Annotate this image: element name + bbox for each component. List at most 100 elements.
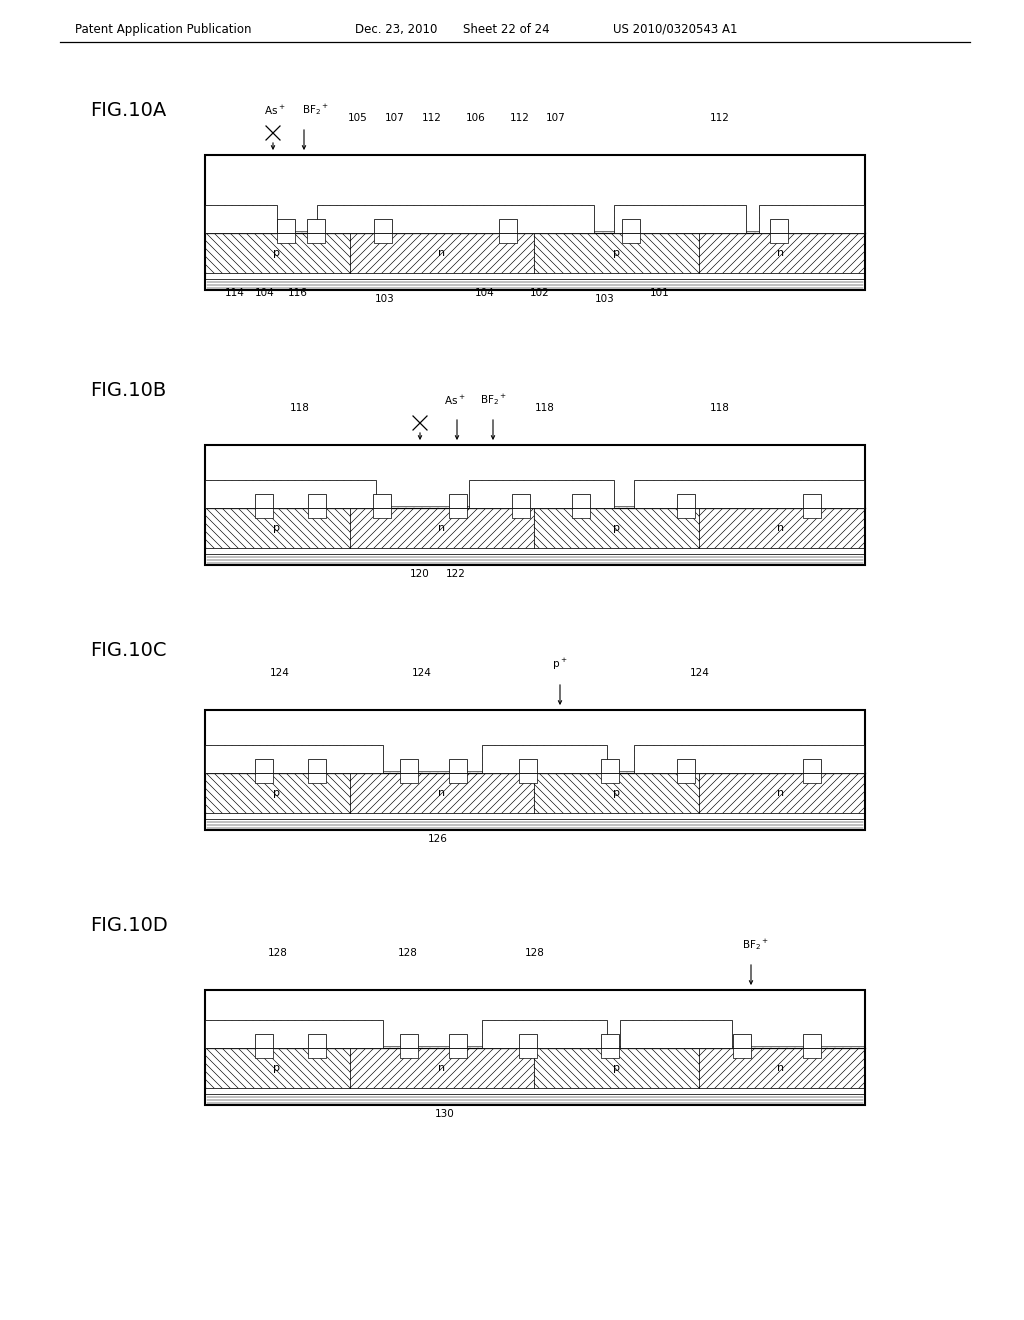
Polygon shape	[205, 710, 865, 830]
Polygon shape	[205, 154, 865, 290]
Polygon shape	[634, 744, 864, 774]
Polygon shape	[677, 494, 695, 508]
Text: 124: 124	[270, 668, 290, 678]
Polygon shape	[634, 480, 864, 508]
Text: 130: 130	[435, 1109, 455, 1119]
Polygon shape	[499, 234, 517, 243]
Polygon shape	[620, 1020, 732, 1048]
Text: 107: 107	[546, 114, 566, 123]
Text: p: p	[273, 1063, 281, 1073]
Polygon shape	[308, 508, 326, 517]
Text: n: n	[777, 1063, 784, 1073]
Text: p: p	[273, 523, 281, 533]
Text: BF$_2$$^+$: BF$_2$$^+$	[479, 392, 507, 407]
Text: 103: 103	[595, 294, 614, 304]
Polygon shape	[278, 234, 295, 243]
Polygon shape	[677, 508, 695, 517]
Polygon shape	[614, 205, 746, 234]
Polygon shape	[308, 494, 326, 508]
Polygon shape	[317, 205, 594, 234]
Text: 118: 118	[710, 403, 730, 413]
Polygon shape	[519, 774, 537, 783]
Polygon shape	[601, 759, 618, 774]
Text: n: n	[438, 1063, 445, 1073]
Text: p: p	[273, 788, 281, 799]
Polygon shape	[308, 759, 326, 774]
Text: p: p	[273, 248, 281, 257]
Polygon shape	[449, 1048, 467, 1059]
Text: n: n	[777, 788, 784, 799]
Polygon shape	[307, 219, 325, 234]
Polygon shape	[255, 508, 273, 517]
Polygon shape	[512, 508, 530, 517]
Polygon shape	[449, 774, 467, 783]
Polygon shape	[622, 234, 640, 243]
Polygon shape	[622, 219, 640, 234]
Text: p$^+$: p$^+$	[552, 657, 567, 672]
Text: 112: 112	[510, 114, 530, 123]
Text: n: n	[777, 248, 784, 257]
Polygon shape	[205, 744, 383, 774]
Polygon shape	[449, 759, 467, 774]
Text: Dec. 23, 2010: Dec. 23, 2010	[355, 22, 437, 36]
Text: n: n	[438, 788, 445, 799]
Text: BF$_2$$^+$: BF$_2$$^+$	[301, 102, 329, 117]
Polygon shape	[205, 1020, 383, 1048]
Polygon shape	[803, 774, 821, 783]
Text: 118: 118	[290, 403, 310, 413]
Text: US 2010/0320543 A1: US 2010/0320543 A1	[613, 22, 737, 36]
Polygon shape	[255, 494, 273, 508]
Polygon shape	[803, 1048, 821, 1059]
Polygon shape	[307, 234, 325, 243]
Text: 128: 128	[398, 948, 418, 958]
Polygon shape	[803, 494, 821, 508]
Polygon shape	[759, 205, 864, 234]
Polygon shape	[374, 219, 392, 234]
Polygon shape	[499, 219, 517, 234]
Polygon shape	[601, 774, 618, 783]
Polygon shape	[374, 234, 392, 243]
Text: p: p	[612, 523, 620, 533]
Polygon shape	[308, 1048, 326, 1059]
Text: As$^+$: As$^+$	[444, 393, 466, 407]
Polygon shape	[770, 219, 788, 234]
Text: 124: 124	[690, 668, 710, 678]
Text: 104: 104	[255, 288, 274, 298]
Text: 128: 128	[525, 948, 545, 958]
Polygon shape	[677, 759, 695, 774]
Polygon shape	[205, 445, 865, 565]
Polygon shape	[449, 1034, 467, 1048]
Text: 114: 114	[225, 288, 245, 298]
Text: 120: 120	[411, 569, 430, 579]
Polygon shape	[572, 508, 590, 517]
Polygon shape	[449, 494, 467, 508]
Text: FIG.10A: FIG.10A	[90, 102, 166, 120]
Text: 118: 118	[536, 403, 555, 413]
Text: 107: 107	[385, 114, 404, 123]
Polygon shape	[519, 1034, 537, 1048]
Polygon shape	[400, 1048, 418, 1059]
Text: 124: 124	[412, 668, 432, 678]
Text: p: p	[612, 1063, 620, 1073]
Polygon shape	[482, 744, 607, 774]
Polygon shape	[572, 494, 590, 508]
Polygon shape	[255, 1048, 273, 1059]
Text: n: n	[438, 248, 445, 257]
Polygon shape	[519, 1048, 537, 1059]
Polygon shape	[733, 1048, 751, 1059]
Polygon shape	[519, 759, 537, 774]
Polygon shape	[469, 480, 614, 508]
Text: n: n	[438, 523, 445, 533]
Text: 122: 122	[446, 569, 466, 579]
Polygon shape	[482, 1020, 607, 1048]
Polygon shape	[400, 774, 418, 783]
Text: 104: 104	[475, 288, 495, 298]
Text: 116: 116	[288, 288, 308, 298]
Text: 101: 101	[650, 288, 670, 298]
Text: 102: 102	[530, 288, 550, 298]
Text: FIG.10C: FIG.10C	[90, 642, 167, 660]
Polygon shape	[677, 774, 695, 783]
Text: Patent Application Publication: Patent Application Publication	[75, 22, 252, 36]
Polygon shape	[601, 1048, 618, 1059]
Polygon shape	[255, 774, 273, 783]
